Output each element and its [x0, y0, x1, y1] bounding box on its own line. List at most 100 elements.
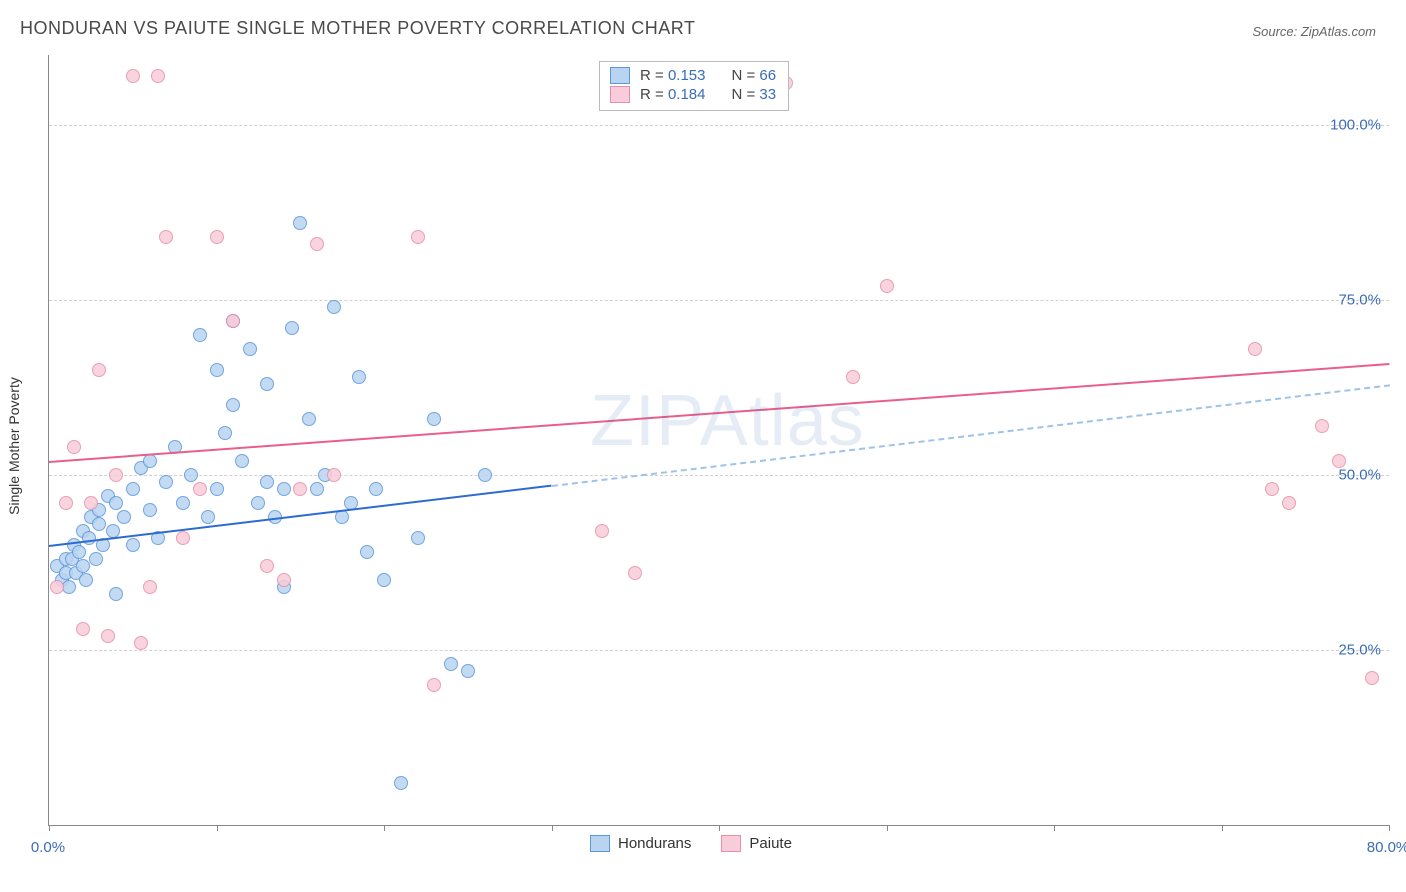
- data-point: [72, 545, 86, 559]
- x-tick-mark: [552, 825, 553, 831]
- data-point: [411, 531, 425, 545]
- data-point: [478, 468, 492, 482]
- data-point: [109, 587, 123, 601]
- stat-r-label: R = 0.184: [640, 86, 705, 103]
- data-point: [193, 328, 207, 342]
- gridline: [49, 300, 1389, 301]
- data-point: [352, 370, 366, 384]
- data-point: [134, 636, 148, 650]
- trend-line: [49, 363, 1389, 463]
- x-tick-mark: [1054, 825, 1055, 831]
- series-legend: Hondurans Paiute: [590, 835, 792, 852]
- legend-item: Hondurans: [590, 835, 691, 852]
- data-point: [461, 664, 475, 678]
- data-point: [159, 230, 173, 244]
- data-point: [143, 454, 157, 468]
- data-point: [310, 237, 324, 251]
- data-point: [210, 482, 224, 496]
- chart-title: HONDURAN VS PAIUTE SINGLE MOTHER POVERTY…: [20, 18, 695, 39]
- y-tick-label: 25.0%: [1338, 642, 1381, 659]
- legend-item: Paiute: [721, 835, 792, 852]
- data-point: [327, 468, 341, 482]
- x-tick-mark: [49, 825, 50, 831]
- stats-legend-box: R = 0.153 N = 66 R = 0.184 N = 33: [599, 61, 789, 111]
- stats-row: R = 0.153 N = 66: [610, 66, 776, 85]
- legend-label: Paiute: [749, 835, 792, 852]
- y-tick-label: 100.0%: [1330, 117, 1381, 134]
- data-point: [210, 363, 224, 377]
- data-point: [143, 503, 157, 517]
- chart-plot-area: 25.0%50.0%75.0%100.0%R = 0.153N = 66R = …: [48, 55, 1389, 826]
- x-tick-label: 0.0%: [31, 839, 65, 856]
- data-point: [159, 475, 173, 489]
- data-point: [1265, 482, 1279, 496]
- data-point: [67, 440, 81, 454]
- data-point: [218, 426, 232, 440]
- y-tick-label: 75.0%: [1338, 292, 1381, 309]
- x-tick-mark: [384, 825, 385, 831]
- swatch-icon: [721, 835, 741, 852]
- data-point: [59, 496, 73, 510]
- data-point: [89, 552, 103, 566]
- data-point: [76, 622, 90, 636]
- data-point: [1282, 496, 1296, 510]
- swatch-icon: [610, 86, 630, 103]
- data-point: [243, 342, 257, 356]
- data-point: [1315, 419, 1329, 433]
- data-point: [201, 510, 215, 524]
- x-tick-label: 80.0%: [1367, 839, 1406, 856]
- stat-r-label: R = 0.153: [640, 67, 705, 84]
- data-point: [444, 657, 458, 671]
- stat-n-label: N = 33: [731, 86, 776, 103]
- gridline: [49, 125, 1389, 126]
- data-point: [360, 545, 374, 559]
- data-point: [126, 538, 140, 552]
- data-point: [176, 531, 190, 545]
- data-point: [92, 363, 106, 377]
- stat-n-label: N = 66: [731, 67, 776, 84]
- data-point: [260, 559, 274, 573]
- data-point: [1248, 342, 1262, 356]
- data-point: [628, 566, 642, 580]
- data-point: [310, 482, 324, 496]
- data-point: [302, 412, 316, 426]
- x-tick-mark: [217, 825, 218, 831]
- y-tick-label: 50.0%: [1338, 467, 1381, 484]
- data-point: [184, 468, 198, 482]
- data-point: [277, 573, 291, 587]
- data-point: [117, 510, 131, 524]
- data-point: [427, 678, 441, 692]
- data-point: [1332, 454, 1346, 468]
- data-point: [79, 573, 93, 587]
- data-point: [377, 573, 391, 587]
- data-point: [285, 321, 299, 335]
- data-point: [84, 496, 98, 510]
- data-point: [369, 482, 383, 496]
- gridline: [49, 650, 1389, 651]
- data-point: [1365, 671, 1379, 685]
- gridline: [49, 475, 1389, 476]
- y-axis-label: Single Mother Poverty: [6, 377, 22, 515]
- data-point: [277, 482, 291, 496]
- data-point: [327, 300, 341, 314]
- data-point: [411, 230, 425, 244]
- data-point: [92, 517, 106, 531]
- data-point: [846, 370, 860, 384]
- data-point: [226, 314, 240, 328]
- data-point: [176, 496, 190, 510]
- data-point: [427, 412, 441, 426]
- data-point: [251, 496, 265, 510]
- data-point: [101, 629, 115, 643]
- data-point: [126, 482, 140, 496]
- data-point: [260, 377, 274, 391]
- data-point: [235, 454, 249, 468]
- x-tick-mark: [887, 825, 888, 831]
- data-point: [109, 496, 123, 510]
- legend-label: Hondurans: [618, 835, 691, 852]
- data-point: [293, 482, 307, 496]
- trend-line: [551, 384, 1389, 487]
- swatch-icon: [590, 835, 610, 852]
- data-point: [193, 482, 207, 496]
- data-point: [293, 216, 307, 230]
- data-point: [82, 531, 96, 545]
